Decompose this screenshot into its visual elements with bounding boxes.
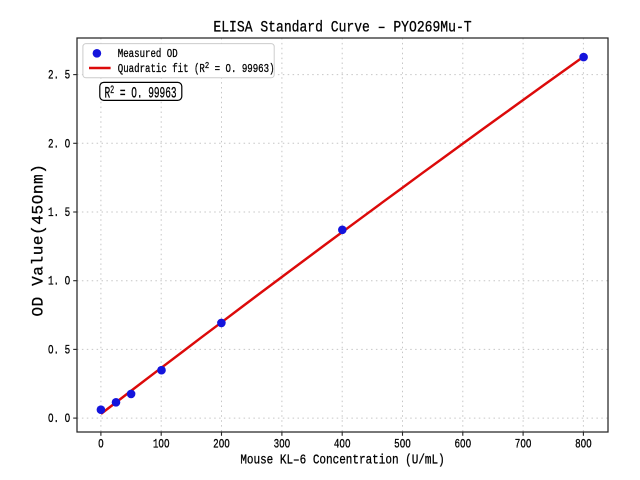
svg-text:Measured OD: Measured OD bbox=[118, 48, 178, 62]
svg-text:2. 5: 2. 5 bbox=[48, 69, 70, 83]
svg-text:Quadratic fit (R2 = O. 99963): Quadratic fit (R2 = O. 99963) bbox=[118, 60, 275, 76]
svg-text:ELISA Standard Curve – PYO269M: ELISA Standard Curve – PYO269Mu-T bbox=[213, 20, 472, 37]
svg-text:1OO: 1OO bbox=[153, 438, 170, 452]
svg-text:3OO: 3OO bbox=[274, 438, 291, 452]
svg-text:8OO: 8OO bbox=[575, 438, 592, 452]
svg-text:4OO: 4OO bbox=[334, 438, 351, 452]
svg-text:Mouse KL–6 Concentration (U/mL: Mouse KL–6 Concentration (U/mL) bbox=[240, 453, 444, 468]
svg-text:2OO: 2OO bbox=[213, 438, 230, 452]
svg-text:O. O: O. O bbox=[48, 413, 70, 427]
svg-text:1. 5: 1. 5 bbox=[48, 207, 70, 221]
svg-text:O. 5: O. 5 bbox=[48, 344, 70, 358]
svg-text:2. O: 2. O bbox=[48, 138, 70, 152]
svg-text:R2 = O. 99963: R2 = O. 99963 bbox=[105, 83, 177, 102]
svg-text:O: O bbox=[98, 438, 104, 452]
svg-text:1. O: 1. O bbox=[48, 275, 70, 289]
svg-text:7OO: 7OO bbox=[515, 438, 532, 452]
svg-text:5OO: 5OO bbox=[394, 438, 411, 452]
svg-text:6OO: 6OO bbox=[454, 438, 471, 452]
svg-text:OD Value(45Onm): OD Value(45Onm) bbox=[30, 163, 48, 316]
